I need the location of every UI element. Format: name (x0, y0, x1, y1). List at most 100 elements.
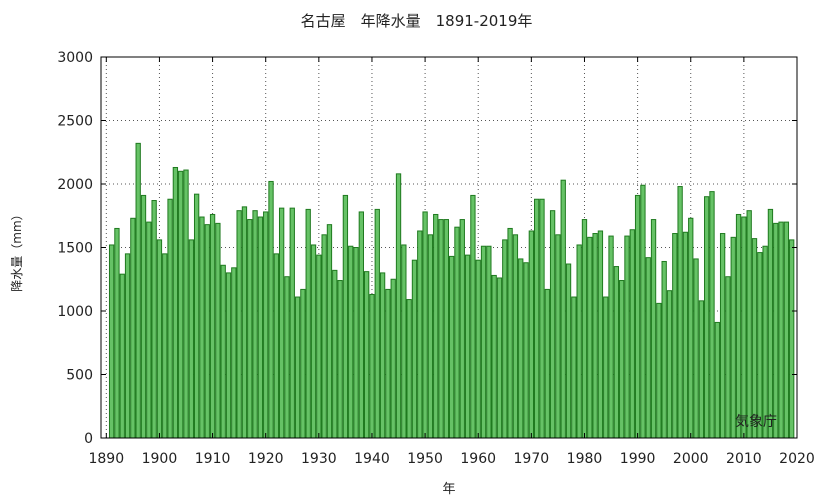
bar-1915 (236, 210, 242, 439)
bar-1997 (672, 233, 678, 439)
bar-2019 (789, 239, 795, 439)
bar-1988 (624, 235, 630, 439)
bar-1894 (124, 253, 131, 439)
bar-1956 (454, 226, 460, 439)
x-tick-label: 1990 (620, 451, 656, 467)
bar-1892 (114, 227, 120, 439)
bar-1914 (231, 267, 237, 439)
x-tick-label: 1950 (407, 451, 443, 467)
bar-1906 (188, 239, 194, 439)
bar-1948 (411, 259, 418, 439)
bar-1963 (491, 274, 497, 439)
bar-1960 (475, 259, 481, 439)
x-tick-label: 1910 (195, 451, 231, 467)
bar-2018 (783, 221, 790, 439)
bar-1943 (385, 288, 391, 439)
bar-1987 (619, 280, 625, 439)
bar-2009 (735, 213, 742, 439)
bar-1935 (342, 194, 349, 439)
bar-2002 (698, 300, 705, 439)
bar-1937 (353, 247, 359, 439)
bar-1903 (172, 166, 179, 439)
bar-1924 (284, 276, 290, 439)
bar-1907 (193, 193, 200, 439)
bar-1950 (422, 211, 428, 439)
bar-1982 (592, 233, 598, 439)
y-tick-label: 1000 (57, 304, 93, 320)
bar-1986 (613, 266, 620, 439)
bar-1969 (523, 262, 529, 439)
x-tick-label: 1940 (354, 451, 390, 467)
bar-1934 (337, 280, 343, 439)
bar-1989 (629, 229, 635, 439)
bar-1990 (634, 194, 641, 439)
x-tick-label: 1890 (88, 451, 124, 467)
bar-1929 (310, 244, 317, 439)
bar-1964 (496, 277, 503, 439)
bar-2016 (773, 222, 779, 439)
bar-1933 (332, 269, 338, 439)
axis-ticks: 1890 1900 1910 1920 1930 1940 1950 1960 1970 1980… (57, 50, 814, 467)
y-tick-label: 2000 (57, 177, 93, 193)
bar-1920 (263, 211, 269, 439)
source-credit: 気象庁 (735, 414, 777, 430)
bar-2015 (767, 208, 774, 439)
bar-1998 (677, 186, 683, 439)
x-tick-label: 2010 (726, 451, 762, 467)
x-axis-label: 年 (442, 482, 456, 497)
bar-1896 (135, 142, 141, 439)
bar-1995 (661, 260, 667, 439)
bar-1953 (438, 219, 444, 439)
bar-1932 (326, 224, 333, 439)
bar-1925 (289, 207, 295, 439)
bar-series (108, 142, 795, 439)
y-tick-label: 500 (66, 368, 93, 384)
bar-1971 (534, 198, 540, 439)
bar-1918 (252, 210, 258, 439)
bar-1983 (597, 230, 604, 439)
y-tick-label: 3000 (57, 50, 93, 66)
bar-1905 (183, 169, 189, 439)
bar-1970 (528, 230, 535, 439)
bar-1985 (608, 235, 614, 439)
bar-1941 (374, 208, 380, 439)
bar-2000 (688, 217, 694, 439)
bar-1919 (257, 216, 264, 439)
bar-1901 (162, 253, 168, 439)
x-tick-label: 1980 (567, 451, 603, 467)
bar-2017 (778, 221, 784, 439)
bar-1926 (294, 296, 301, 439)
bar-1961 (480, 245, 487, 439)
x-tick-label: 1920 (248, 451, 284, 467)
bar-1978 (571, 296, 577, 439)
bar-1954 (443, 219, 449, 439)
bar-1893 (119, 273, 125, 439)
bar-2014 (762, 245, 768, 439)
bar-1940 (369, 293, 375, 439)
bar-1994 (656, 302, 662, 439)
bar-1908 (199, 216, 205, 439)
bar-1921 (268, 180, 274, 439)
bar-1967 (512, 234, 519, 439)
bar-2003 (704, 196, 710, 439)
bar-1945 (395, 173, 402, 439)
bar-1957 (459, 219, 465, 439)
bar-1949 (417, 230, 423, 439)
bar-1936 (348, 245, 354, 439)
bar-1968 (518, 258, 524, 439)
chart-title: 名古屋 年降水量 1891-2019年 (300, 12, 533, 30)
bar-2008 (730, 236, 736, 439)
bar-1993 (650, 219, 657, 439)
bar-1965 (502, 239, 508, 439)
bar-1991 (640, 184, 646, 439)
bar-1955 (449, 255, 455, 439)
bar-1975 (555, 234, 561, 439)
bar-1910 (209, 213, 216, 439)
bar-1958 (464, 254, 471, 439)
bar-1917 (247, 219, 253, 439)
bar-2001 (693, 258, 699, 439)
bar-2004 (709, 191, 715, 439)
bar-2011 (746, 210, 752, 439)
bar-1981 (587, 236, 593, 439)
y-axis-label: 降水量（mm） (9, 208, 24, 292)
